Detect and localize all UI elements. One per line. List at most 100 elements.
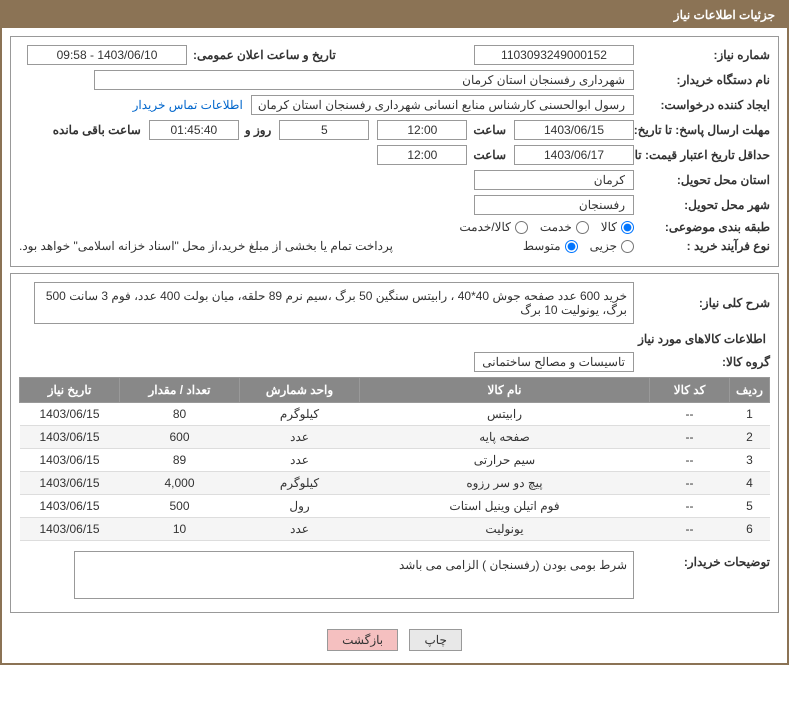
cell-qty: 600 [120,426,240,449]
radio-service-input[interactable] [576,221,589,234]
delivery-city-label: شهر محل تحویل: [640,198,770,212]
cell-row: 6 [730,518,770,541]
days-text: روز و [245,123,272,137]
deadline-label: مهلت ارسال پاسخ: تا تاریخ: [640,123,770,137]
radio-partial[interactable]: جزیی [590,239,634,253]
cell-code: -- [650,472,730,495]
category-label: طبقه بندی موضوعی: [640,220,770,234]
category-radios: کالا خدمت کالا/خدمت [459,220,634,234]
items-table: ردیف کد کالا نام کالا واحد شمارش تعداد /… [19,377,770,541]
cell-unit: رول [240,495,360,518]
radio-service[interactable]: خدمت [540,220,589,234]
buyer-notes-label: توضیحات خریدار: [640,551,770,569]
buyer-notes-text: شرط بومی بودن (رفسنجان ) الزامی می باشد [74,551,634,599]
cell-unit: عدد [240,449,360,472]
cell-row: 2 [730,426,770,449]
page-header: جزئیات اطلاعات نیاز [2,2,787,28]
announce-date-label: تاریخ و ساعت اعلان عمومی: [193,48,336,62]
validity-date-value: 1403/06/17 [514,145,634,165]
main-container: جزئیات اطلاعات نیاز شماره نیاز: 11030932… [0,0,789,665]
requester-label: ایجاد کننده درخواست: [640,98,770,112]
cell-row: 1 [730,403,770,426]
radio-both[interactable]: کالا/خدمت [459,220,527,234]
cell-date: 1403/06/15 [20,426,120,449]
group-value: تاسیسات و مصالح ساختمانی [474,352,634,372]
process-label: نوع فرآیند خرید : [640,239,770,253]
cell-name: فوم اتیلن وینیل استات [360,495,650,518]
cell-name: سیم حرارتی [360,449,650,472]
back-button[interactable]: بازگشت [327,629,398,651]
radio-medium[interactable]: متوسط [523,239,578,253]
radio-partial-input[interactable] [621,240,634,253]
table-body: 1--رابیتسکیلوگرم801403/06/152--صفحه پایه… [20,403,770,541]
cell-qty: 80 [120,403,240,426]
cell-unit: عدد [240,426,360,449]
cell-unit: کیلوگرم [240,403,360,426]
time-label-2: ساعت [473,148,506,162]
process-radios: جزیی متوسط [523,239,634,253]
cell-qty: 89 [120,449,240,472]
need-number-label: شماره نیاز: [640,48,770,62]
info-section: شماره نیاز: 1103093249000152 تاریخ و ساع… [10,36,779,267]
table-row: 3--سیم حرارتیعدد891403/06/15 [20,449,770,472]
radio-both-input[interactable] [515,221,528,234]
desc-text: خرید 600 عدد صفحه جوش 40*40 ، رابیتس سنگ… [34,282,634,324]
desc-label: شرح کلی نیاز: [640,296,770,310]
deadline-date-value: 1403/06/15 [514,120,634,140]
col-unit: واحد شمارش [240,378,360,403]
cell-unit: کیلوگرم [240,472,360,495]
cell-qty: 10 [120,518,240,541]
col-date: تاریخ نیاز [20,378,120,403]
table-row: 1--رابیتسکیلوگرم801403/06/15 [20,403,770,426]
cell-qty: 4,000 [120,472,240,495]
table-row: 6--یونولیتعدد101403/06/15 [20,518,770,541]
cell-name: رابیتس [360,403,650,426]
cell-date: 1403/06/15 [20,403,120,426]
cell-date: 1403/06/15 [20,449,120,472]
cell-row: 5 [730,495,770,518]
cell-date: 1403/06/15 [20,518,120,541]
table-row: 4--پیچ دو سر رزوهکیلوگرم4,0001403/06/15 [20,472,770,495]
button-bar: چاپ بازگشت [10,619,779,655]
cell-row: 3 [730,449,770,472]
description-section: شرح کلی نیاز: خرید 600 عدد صفحه جوش 40*4… [10,273,779,613]
deadline-time-value: 12:00 [377,120,467,140]
cell-row: 4 [730,472,770,495]
cell-code: -- [650,449,730,472]
cell-date: 1403/06/15 [20,495,120,518]
cell-name: صفحه پایه [360,426,650,449]
radio-medium-input[interactable] [565,240,578,253]
delivery-province-label: استان محل تحویل: [640,173,770,187]
validity-time-value: 12:00 [377,145,467,165]
table-row: 5--فوم اتیلن وینیل استاترول5001403/06/15 [20,495,770,518]
need-number-value: 1103093249000152 [474,45,634,65]
days-value: 5 [279,120,369,140]
table-row: 2--صفحه پایهعدد6001403/06/15 [20,426,770,449]
cell-name: پیچ دو سر رزوه [360,472,650,495]
col-code: کد کالا [650,378,730,403]
print-button[interactable]: چاپ [409,629,461,651]
buyer-org-value: شهرداری رفسنجان استان کرمان [94,70,634,90]
radio-goods[interactable]: کالا [601,220,634,234]
radio-goods-input[interactable] [621,221,634,234]
cell-qty: 500 [120,495,240,518]
group-label: گروه کالا: [640,355,770,369]
announce-date-value: 1403/06/10 - 09:58 [27,45,187,65]
cell-unit: عدد [240,518,360,541]
buyer-org-label: نام دستگاه خریدار: [640,73,770,87]
delivery-province-value: کرمان [474,170,634,190]
cell-code: -- [650,403,730,426]
remain-label: ساعت باقی مانده [53,123,141,137]
cell-code: -- [650,518,730,541]
col-row: ردیف [730,378,770,403]
requester-value: رسول ابوالحسنی کارشناس منابع انسانی شهرد… [251,95,634,115]
table-header-row: ردیف کد کالا نام کالا واحد شمارش تعداد /… [20,378,770,403]
remain-time-value: 01:45:40 [149,120,239,140]
time-label-1: ساعت [473,123,506,137]
contact-buyer-link[interactable]: اطلاعات تماس خریدار [133,98,243,112]
cell-code: -- [650,426,730,449]
delivery-city-value: رفسنجان [474,195,634,215]
col-qty: تعداد / مقدار [120,378,240,403]
cell-code: -- [650,495,730,518]
cell-name: یونولیت [360,518,650,541]
